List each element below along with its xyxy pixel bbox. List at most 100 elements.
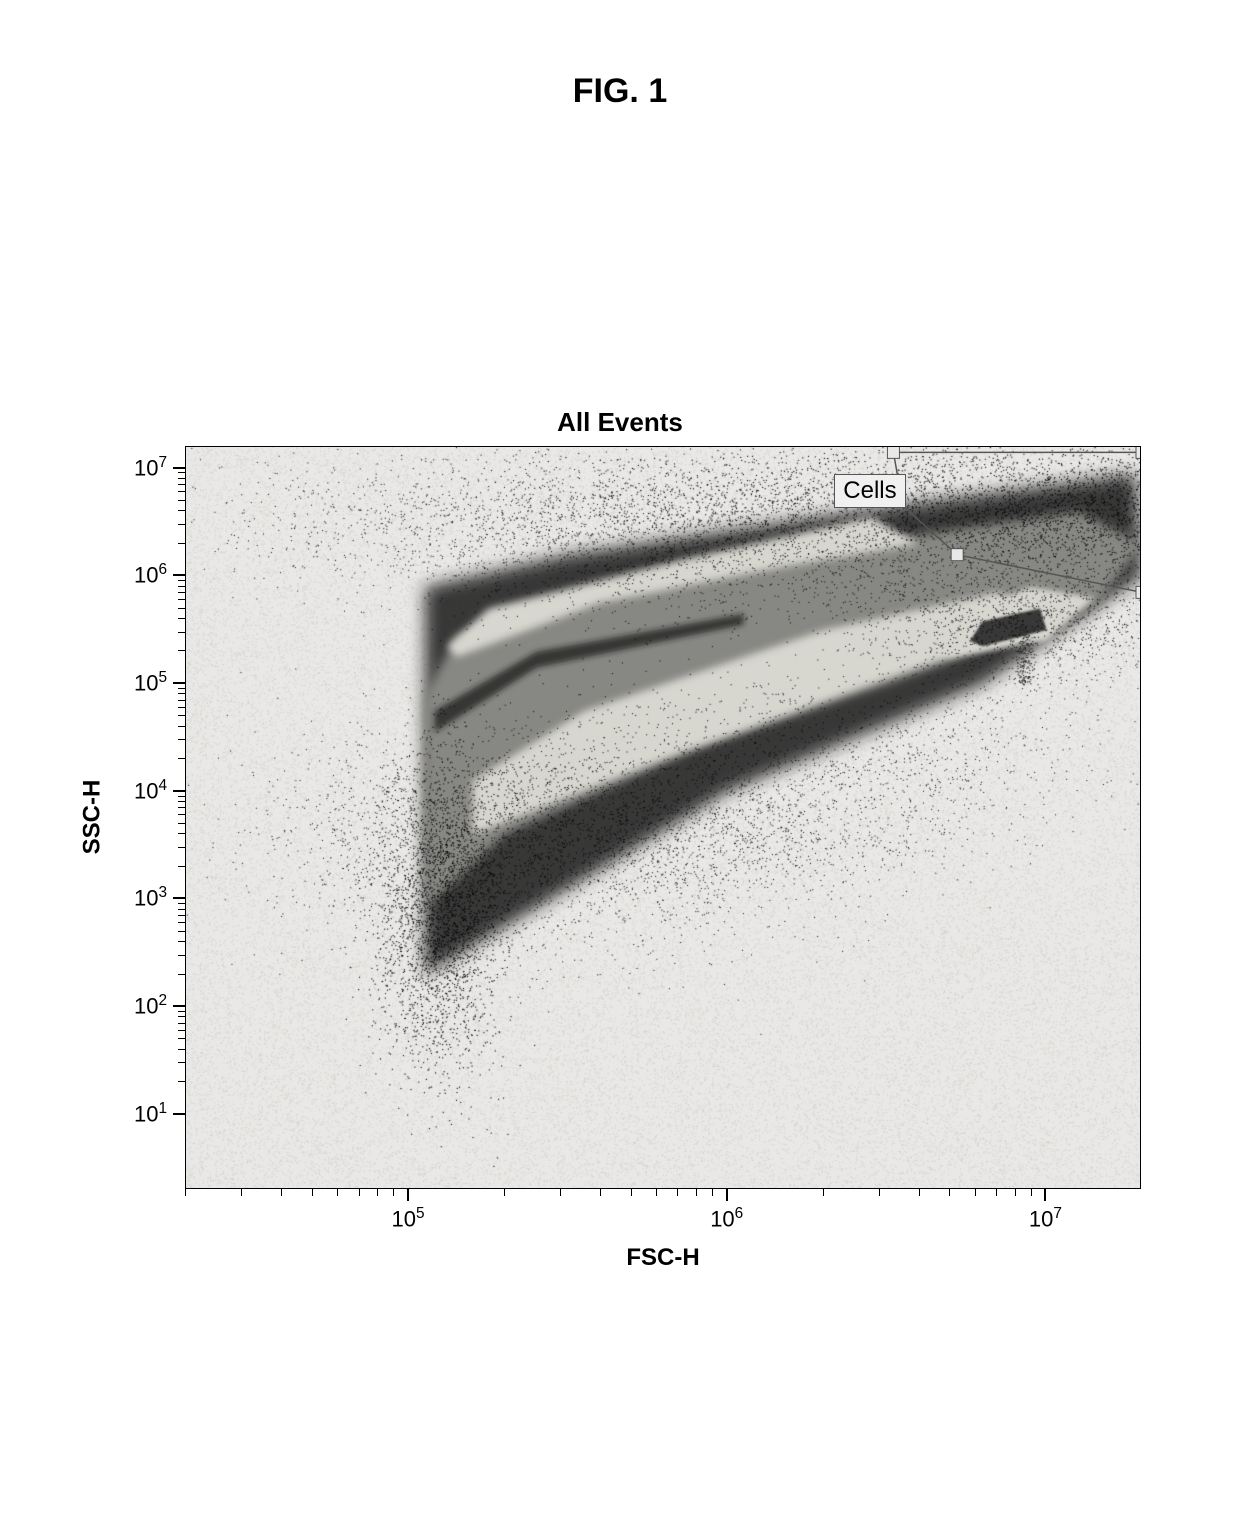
gate-polygon[interactable]: [893, 452, 1141, 592]
y-minor-tick: [178, 599, 185, 600]
y-minor-tick: [178, 700, 185, 701]
y-axis-label: SSC-H: [78, 779, 106, 854]
x-minor-tick: [312, 1189, 313, 1196]
y-minor-tick: [178, 801, 185, 802]
x-minor-tick: [185, 1189, 186, 1196]
y-minor-tick: [178, 758, 185, 759]
y-minor-tick: [178, 796, 185, 797]
y-minor-tick: [178, 922, 185, 923]
x-minor-tick: [1015, 1189, 1016, 1196]
y-minor-tick: [178, 491, 185, 492]
x-minor-tick: [656, 1189, 657, 1196]
y-minor-tick: [178, 1081, 185, 1082]
x-axis-label: FSC-H: [563, 1244, 763, 1272]
x-minor-tick: [996, 1189, 997, 1196]
x-minor-tick: [337, 1189, 338, 1196]
y-minor-tick: [178, 739, 185, 740]
y-minor-tick: [178, 1030, 185, 1031]
y-minor-tick: [178, 524, 185, 525]
x-minor-tick: [975, 1189, 976, 1196]
y-minor-tick: [178, 909, 185, 910]
x-minor-tick: [600, 1189, 601, 1196]
x-minor-tick: [949, 1189, 950, 1196]
y-minor-tick: [178, 941, 185, 942]
y-minor-tick: [178, 1049, 185, 1050]
x-minor-tick: [241, 1189, 242, 1196]
y-minor-tick: [178, 833, 185, 834]
x-tick-label: 106: [687, 1205, 767, 1232]
y-minor-tick: [178, 1011, 185, 1012]
y-minor-tick: [178, 931, 185, 932]
x-minor-tick: [696, 1189, 697, 1196]
plot-area: Cells: [185, 446, 1141, 1189]
y-minor-tick: [178, 823, 185, 824]
y-tick-label: 105: [105, 669, 167, 696]
gate-label[interactable]: Cells: [834, 474, 905, 508]
y-major-tick: [173, 1113, 185, 1115]
x-tick-label: 107: [1005, 1205, 1085, 1232]
y-minor-tick: [178, 726, 185, 727]
gate-handle[interactable]: [1136, 447, 1141, 458]
x-minor-tick: [393, 1189, 394, 1196]
y-minor-tick: [178, 715, 185, 716]
y-minor-tick: [178, 500, 185, 501]
y-major-tick: [173, 467, 185, 469]
y-minor-tick: [178, 1016, 185, 1017]
x-minor-tick: [560, 1189, 561, 1196]
gate-handle[interactable]: [951, 549, 963, 561]
y-tick-label: 104: [105, 777, 167, 804]
y-minor-tick: [178, 543, 185, 544]
y-minor-tick: [178, 693, 185, 694]
x-major-tick: [726, 1189, 728, 1201]
gate-handle[interactable]: [887, 447, 899, 458]
y-minor-tick: [178, 847, 185, 848]
y-minor-tick: [178, 1023, 185, 1024]
y-minor-tick: [178, 650, 185, 651]
x-tick-label: 105: [368, 1205, 448, 1232]
y-tick-label: 107: [105, 454, 167, 481]
y-minor-tick: [178, 974, 185, 975]
y-major-tick: [173, 682, 185, 684]
x-minor-tick: [712, 1189, 713, 1196]
x-minor-tick: [823, 1189, 824, 1196]
y-minor-tick: [178, 866, 185, 867]
y-minor-tick: [178, 807, 185, 808]
y-minor-tick: [178, 484, 185, 485]
x-minor-tick: [879, 1189, 880, 1196]
y-minor-tick: [178, 510, 185, 511]
x-minor-tick: [1031, 1189, 1032, 1196]
y-minor-tick: [178, 608, 185, 609]
y-minor-tick: [178, 955, 185, 956]
y-minor-tick: [178, 592, 185, 593]
y-minor-tick: [178, 688, 185, 689]
y-minor-tick: [178, 814, 185, 815]
y-tick-label: 106: [105, 561, 167, 588]
x-minor-tick: [359, 1189, 360, 1196]
x-major-tick: [1044, 1189, 1046, 1201]
y-minor-tick: [178, 586, 185, 587]
y-minor-tick: [178, 1062, 185, 1063]
x-minor-tick: [677, 1189, 678, 1196]
y-minor-tick: [178, 632, 185, 633]
y-minor-tick: [178, 707, 185, 708]
y-tick-label: 101: [105, 1100, 167, 1127]
x-minor-tick: [504, 1189, 505, 1196]
y-minor-tick: [178, 1038, 185, 1039]
y-tick-label: 102: [105, 992, 167, 1019]
x-major-tick: [407, 1189, 409, 1201]
y-tick-label: 103: [105, 884, 167, 911]
y-minor-tick: [178, 903, 185, 904]
x-minor-tick: [377, 1189, 378, 1196]
y-minor-tick: [178, 915, 185, 916]
y-minor-tick: [178, 580, 185, 581]
chart-container: Cells SSC-H FSC-H 101 102 103 104 105 106 107 1…: [0, 0, 1240, 1536]
y-minor-tick: [178, 618, 185, 619]
y-major-tick: [173, 1005, 185, 1007]
gate-svg[interactable]: [186, 447, 1141, 1189]
y-major-tick: [173, 897, 185, 899]
x-minor-tick: [919, 1189, 920, 1196]
y-minor-tick: [178, 478, 185, 479]
gate-handle[interactable]: [1136, 586, 1141, 598]
y-major-tick: [173, 790, 185, 792]
x-minor-tick: [631, 1189, 632, 1196]
